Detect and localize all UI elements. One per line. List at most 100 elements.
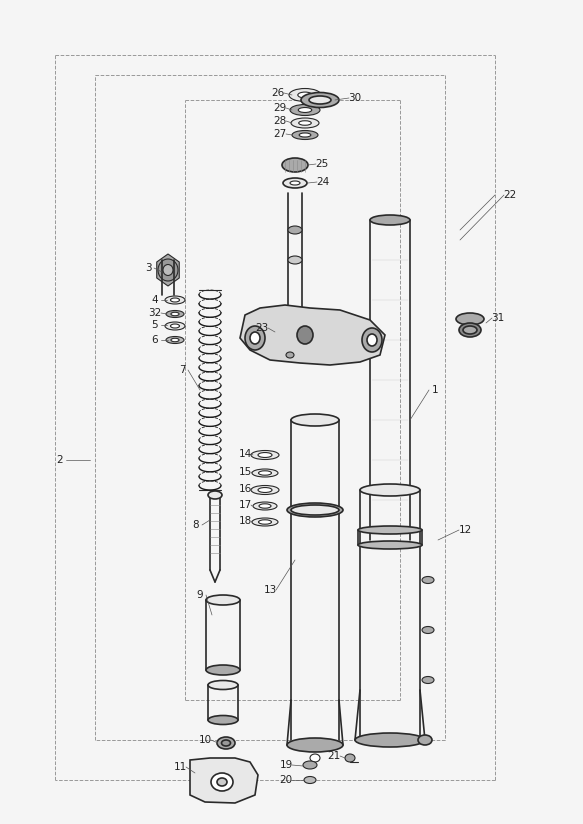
Ellipse shape <box>290 105 320 115</box>
Ellipse shape <box>367 334 377 346</box>
Text: 28: 28 <box>273 116 287 126</box>
Ellipse shape <box>166 336 184 344</box>
Ellipse shape <box>459 323 481 337</box>
Ellipse shape <box>206 595 240 605</box>
Text: 18: 18 <box>238 516 252 526</box>
Text: 29: 29 <box>273 103 287 113</box>
Text: 30: 30 <box>349 93 361 103</box>
Ellipse shape <box>222 740 230 746</box>
Ellipse shape <box>163 265 173 275</box>
Ellipse shape <box>171 312 179 316</box>
Text: 13: 13 <box>264 585 276 595</box>
Ellipse shape <box>283 178 307 188</box>
Text: 7: 7 <box>178 365 185 375</box>
Text: 26: 26 <box>271 88 285 98</box>
Ellipse shape <box>170 298 180 302</box>
Ellipse shape <box>310 754 320 762</box>
Ellipse shape <box>298 121 311 125</box>
Ellipse shape <box>297 326 313 344</box>
Ellipse shape <box>171 338 179 342</box>
Polygon shape <box>240 305 385 365</box>
Ellipse shape <box>258 452 272 457</box>
Ellipse shape <box>211 773 233 791</box>
Text: 23: 23 <box>255 323 269 333</box>
Ellipse shape <box>422 577 434 583</box>
Ellipse shape <box>165 296 185 304</box>
Ellipse shape <box>360 484 420 496</box>
Ellipse shape <box>358 541 422 549</box>
Text: 20: 20 <box>279 775 293 785</box>
Ellipse shape <box>288 256 302 264</box>
Ellipse shape <box>217 778 227 786</box>
Text: 9: 9 <box>196 590 203 600</box>
Ellipse shape <box>208 491 222 499</box>
Ellipse shape <box>289 88 321 101</box>
Ellipse shape <box>251 451 279 460</box>
Ellipse shape <box>250 332 260 344</box>
Ellipse shape <box>298 107 312 112</box>
Ellipse shape <box>259 503 271 508</box>
Ellipse shape <box>245 326 265 350</box>
Text: 8: 8 <box>193 520 199 530</box>
Ellipse shape <box>463 326 477 334</box>
Ellipse shape <box>309 96 331 104</box>
Ellipse shape <box>291 414 339 426</box>
Ellipse shape <box>252 469 278 477</box>
Ellipse shape <box>355 733 425 747</box>
Text: 15: 15 <box>238 467 252 477</box>
Text: 6: 6 <box>152 335 159 345</box>
Ellipse shape <box>422 626 434 634</box>
Ellipse shape <box>288 226 302 234</box>
Ellipse shape <box>304 776 316 784</box>
Text: 3: 3 <box>145 263 152 273</box>
Ellipse shape <box>258 471 272 475</box>
Ellipse shape <box>282 158 308 172</box>
Text: 17: 17 <box>238 500 252 510</box>
Ellipse shape <box>292 130 318 139</box>
Text: 32: 32 <box>149 308 161 318</box>
Text: 5: 5 <box>152 320 159 330</box>
Text: 21: 21 <box>328 751 340 761</box>
Ellipse shape <box>253 502 277 510</box>
Ellipse shape <box>208 715 238 724</box>
Text: 16: 16 <box>238 484 252 494</box>
Text: 4: 4 <box>152 295 159 305</box>
Text: 11: 11 <box>173 762 187 772</box>
Ellipse shape <box>252 518 278 526</box>
Ellipse shape <box>345 754 355 762</box>
Ellipse shape <box>165 322 185 330</box>
Ellipse shape <box>258 488 272 493</box>
Ellipse shape <box>422 677 434 683</box>
Text: 12: 12 <box>458 525 472 535</box>
Text: 1: 1 <box>431 385 438 395</box>
Text: 14: 14 <box>238 449 252 459</box>
Ellipse shape <box>208 681 238 690</box>
Ellipse shape <box>362 328 382 352</box>
Ellipse shape <box>251 485 279 494</box>
Text: 27: 27 <box>273 129 287 139</box>
Ellipse shape <box>358 526 422 534</box>
Text: 19: 19 <box>279 760 293 770</box>
Ellipse shape <box>166 311 184 317</box>
Polygon shape <box>190 758 258 803</box>
Ellipse shape <box>287 503 343 517</box>
Ellipse shape <box>291 505 339 515</box>
Ellipse shape <box>370 215 410 225</box>
Ellipse shape <box>418 735 432 745</box>
Ellipse shape <box>217 737 235 749</box>
Ellipse shape <box>286 352 294 358</box>
Ellipse shape <box>258 520 272 524</box>
Ellipse shape <box>206 665 240 675</box>
Ellipse shape <box>298 92 312 98</box>
Text: 24: 24 <box>317 177 329 187</box>
Ellipse shape <box>301 92 339 107</box>
Ellipse shape <box>290 181 300 185</box>
Ellipse shape <box>291 118 319 128</box>
Ellipse shape <box>456 313 484 325</box>
Ellipse shape <box>170 324 180 328</box>
Ellipse shape <box>287 738 343 752</box>
Ellipse shape <box>158 259 178 281</box>
Text: 2: 2 <box>57 455 64 465</box>
Text: 10: 10 <box>198 735 212 745</box>
Ellipse shape <box>303 761 317 769</box>
